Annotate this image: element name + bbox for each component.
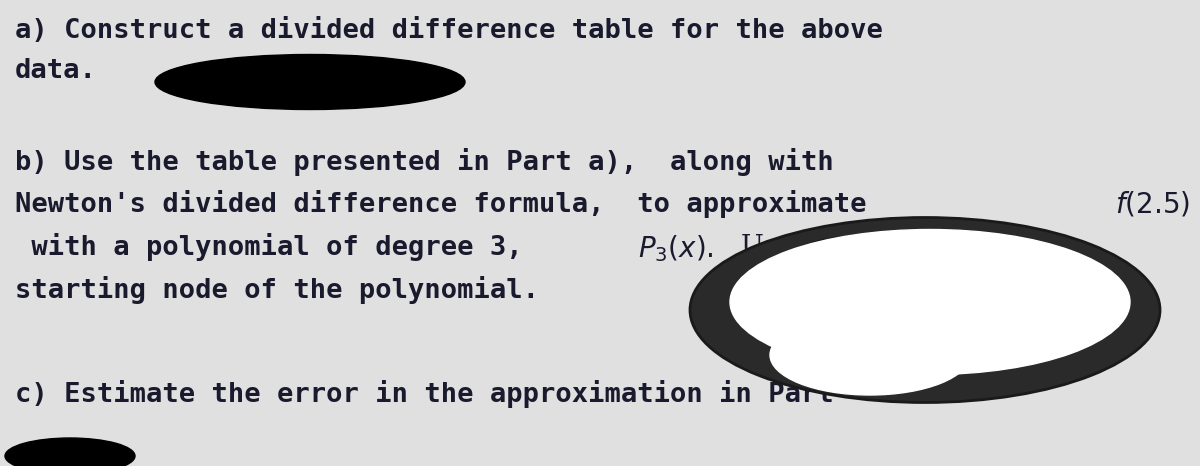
Text: Newton's divided difference formula,  to approximate: Newton's divided difference formula, to … — [14, 190, 866, 218]
Text: c) Estimate the error in the approximation in Part: c) Estimate the error in the approximati… — [14, 380, 834, 408]
Text: $P_3(x).$: $P_3(x).$ — [638, 233, 714, 264]
Text: b) Use the table presented in Part a),  along with: b) Use the table presented in Part a), a… — [14, 148, 834, 176]
Text: a) Construct a divided difference table for the above: a) Construct a divided difference table … — [14, 18, 883, 44]
Ellipse shape — [805, 246, 905, 284]
Text: with a polynomial of degree 3,: with a polynomial of degree 3, — [14, 233, 523, 261]
Ellipse shape — [5, 438, 134, 466]
Ellipse shape — [155, 55, 466, 110]
Text: starting node of the polynomial.: starting node of the polynomial. — [14, 276, 539, 304]
Ellipse shape — [690, 218, 1160, 403]
Text: data.: data. — [14, 58, 97, 84]
Text: $f(2.5)$: $f(2.5)$ — [1115, 190, 1190, 219]
Ellipse shape — [790, 237, 910, 287]
Ellipse shape — [770, 315, 970, 395]
Text: Use $x_0\!=\!0$ as the: Use $x_0\!=\!0$ as the — [740, 233, 965, 262]
Ellipse shape — [730, 229, 1130, 375]
